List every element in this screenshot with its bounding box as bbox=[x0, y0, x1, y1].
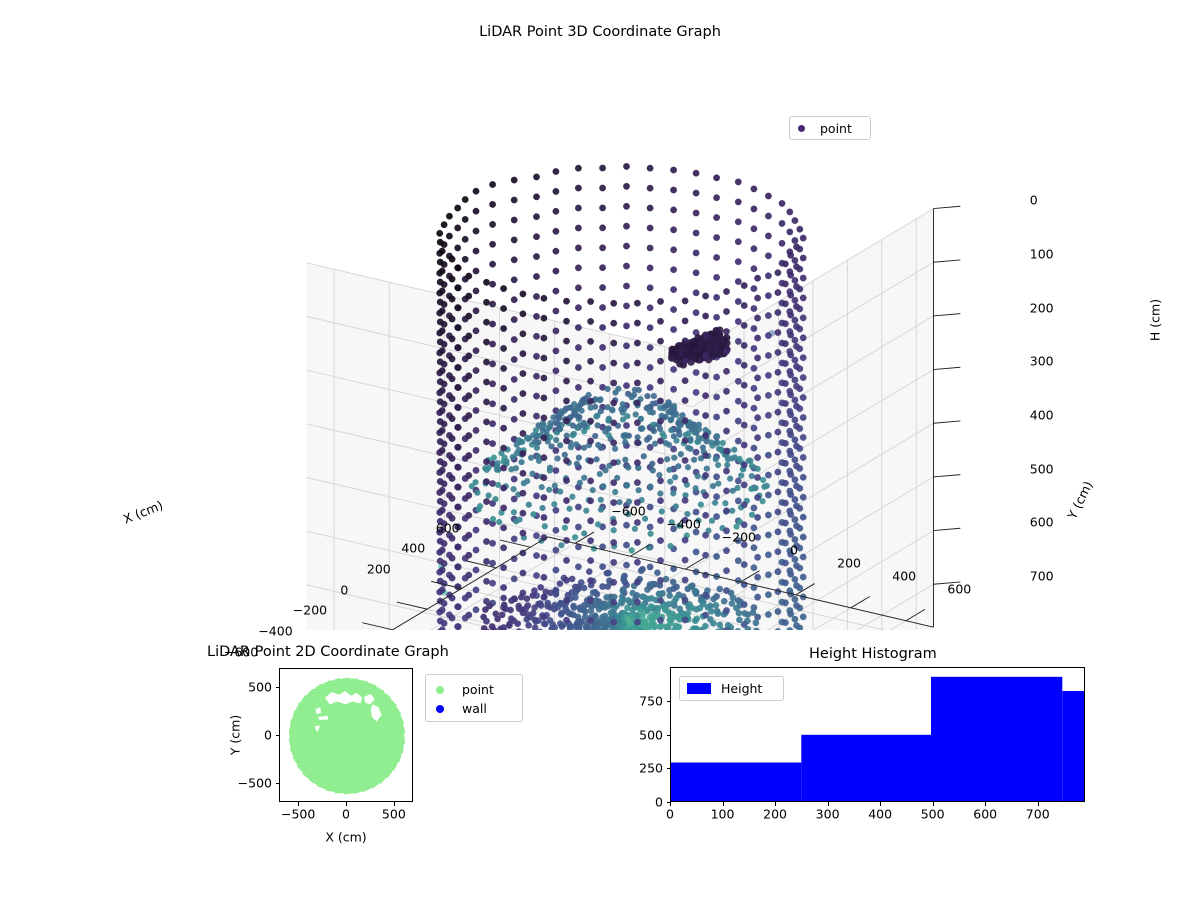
tick-y-hist-2: 500 bbox=[639, 727, 663, 742]
legend-2d-point-marker bbox=[436, 685, 444, 694]
tick-mark bbox=[932, 802, 934, 806]
plot-3d-title: LiDAR Point 3D Coordinate Graph bbox=[479, 24, 721, 40]
tick-x3d-2: −200 bbox=[292, 602, 328, 618]
tick-z3d-4: 400 bbox=[1029, 407, 1054, 423]
histogram-bars bbox=[671, 676, 1084, 801]
tick-z3d-3: 300 bbox=[1029, 353, 1054, 369]
tick-z3d-7: 700 bbox=[1029, 568, 1054, 584]
tick-z3d-1: 100 bbox=[1029, 246, 1054, 262]
axis-title-x-2d: X (cm) bbox=[325, 829, 367, 845]
tick-mark bbox=[275, 782, 279, 784]
plot-3d-point-cloud bbox=[436, 162, 807, 630]
legend-3d-point-label: point bbox=[820, 120, 852, 136]
plot-3d-canvas bbox=[306, 162, 961, 630]
tick-x3d-5: 400 bbox=[401, 540, 426, 556]
legend-2d-row-wall[interactable]: wall bbox=[436, 699, 522, 718]
tick-x2d-2: 500 bbox=[381, 806, 406, 822]
tick-mark bbox=[775, 802, 777, 806]
tick-x3d-6: 600 bbox=[435, 520, 460, 536]
legend-histogram-label: Height bbox=[721, 681, 763, 696]
tick-z3d-5: 500 bbox=[1029, 461, 1054, 477]
tick-y3d-3: 0 bbox=[789, 542, 798, 558]
tick-z3d-0: 0 bbox=[1029, 192, 1038, 208]
tick-mark bbox=[393, 802, 395, 806]
tick-x-hist-7: 700 bbox=[1025, 806, 1050, 822]
tick-y3d-6: 600 bbox=[947, 581, 972, 597]
tick-x3d-4: 200 bbox=[366, 561, 391, 577]
tick-x-hist-5: 500 bbox=[920, 806, 945, 822]
tick-x-hist-0: 0 bbox=[666, 806, 674, 822]
legend-histogram-marker bbox=[687, 683, 711, 694]
tick-mark bbox=[985, 802, 987, 806]
tick-x2d-0: −500 bbox=[280, 806, 316, 822]
histogram-title: Height Histogram bbox=[809, 646, 937, 662]
tick-z3d-6: 600 bbox=[1029, 514, 1054, 530]
tick-mark bbox=[275, 735, 279, 736]
legend-3d[interactable]: point bbox=[789, 116, 871, 140]
histogram-canvas bbox=[671, 676, 1084, 801]
legend-2d-wall-label: wall bbox=[462, 701, 487, 716]
tick-mark bbox=[275, 687, 279, 689]
tick-mark bbox=[346, 802, 347, 806]
tick-mark bbox=[666, 802, 670, 803]
legend-3d-point-marker bbox=[798, 124, 805, 132]
tick-y-hist-0: 0 bbox=[655, 794, 663, 810]
tick-x-hist-6: 600 bbox=[973, 806, 998, 822]
tick-y3d-4: 200 bbox=[837, 555, 861, 571]
tick-y3d-2: −200 bbox=[721, 529, 756, 545]
legend-histogram[interactable]: Height bbox=[679, 676, 784, 701]
plot-2d-canvas bbox=[288, 677, 406, 795]
tick-mark bbox=[670, 802, 671, 806]
tick-mark bbox=[666, 700, 670, 702]
tick-mark bbox=[1037, 802, 1039, 806]
tick-y3d-1: −400 bbox=[666, 516, 701, 532]
plot-2d-occupancy-disc bbox=[288, 677, 406, 795]
axis-title-z-3d: H (cm) bbox=[1147, 298, 1163, 342]
plot-3d-axis-lines bbox=[362, 205, 961, 630]
legend-2d-point-label: point bbox=[462, 682, 494, 697]
tick-x-hist-1: 100 bbox=[710, 806, 735, 822]
plot-2d-axes[interactable] bbox=[279, 668, 413, 802]
tick-mark bbox=[666, 768, 670, 770]
plot-2d-title: LiDAR Point 2D Coordinate Graph bbox=[207, 644, 449, 660]
tick-mark bbox=[880, 802, 882, 806]
tick-mark bbox=[827, 802, 829, 806]
tick-mark bbox=[722, 802, 724, 806]
tick-x2d-1: 0 bbox=[342, 806, 350, 822]
tick-y2d-1: 0 bbox=[264, 727, 272, 743]
tick-x-hist-4: 400 bbox=[868, 806, 893, 822]
tick-y3d-5: 400 bbox=[892, 568, 917, 584]
tick-y2d-2: −500 bbox=[237, 775, 272, 791]
tick-x-hist-3: 300 bbox=[815, 806, 840, 822]
tick-x3d-0: −600 bbox=[223, 644, 259, 660]
tick-y3d-0: −600 bbox=[611, 503, 646, 519]
tick-x-hist-2: 200 bbox=[763, 806, 787, 822]
tick-mark bbox=[298, 802, 300, 806]
legend-2d-wall-marker bbox=[436, 704, 444, 713]
tick-y2d-0: 500 bbox=[248, 679, 272, 695]
legend-2d-row-point[interactable]: point bbox=[436, 680, 522, 699]
tick-x3d-3: 0 bbox=[340, 582, 349, 598]
tick-z3d-2: 200 bbox=[1029, 300, 1054, 316]
plot-3d-axes[interactable]: −600 −400 −200 0 200 400 600 −600 −400 −200 0 200 40… bbox=[0, 60, 1200, 659]
tick-y-hist-3: 750 bbox=[639, 693, 663, 709]
legend-2d[interactable]: point wall bbox=[425, 674, 523, 722]
tick-mark bbox=[666, 734, 670, 736]
tick-y-hist-1: 250 bbox=[639, 760, 663, 776]
tick-x3d-1: −400 bbox=[258, 623, 293, 639]
axis-title-y-2d: Y (cm) bbox=[227, 714, 243, 756]
